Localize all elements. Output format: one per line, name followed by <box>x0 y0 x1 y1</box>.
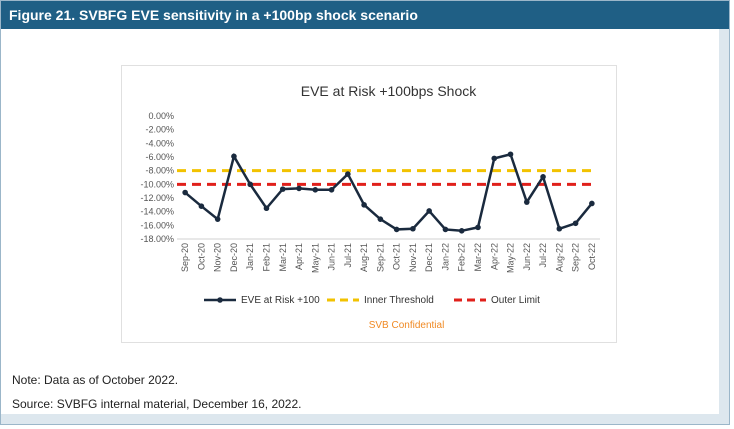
x-tick-label: Sep-21 <box>375 243 385 272</box>
eve-data-point <box>393 226 400 233</box>
eve-data-point <box>198 203 205 209</box>
y-tick-label: -16.00% <box>140 220 174 230</box>
eve-data-point <box>377 216 384 222</box>
eve-data-point <box>589 200 595 207</box>
y-tick-label: -8.00% <box>145 166 174 176</box>
y-tick-label: -14.00% <box>140 207 174 217</box>
legend-outer-label: Outer Limit <box>491 295 540 306</box>
x-tick-label: Oct-20 <box>196 243 206 270</box>
eve-data-point <box>263 205 270 212</box>
x-tick-label: May-21 <box>310 243 320 273</box>
x-tick-label: Oct-22 <box>587 243 597 270</box>
eve-series-line <box>184 152 593 233</box>
x-tick-label: Jun-21 <box>327 243 337 271</box>
y-tick-label: -12.00% <box>140 193 174 203</box>
x-tick-label: Apr-21 <box>294 243 304 270</box>
x-tick-label: Sep-22 <box>571 243 581 272</box>
x-tick-label: Jul-21 <box>343 243 353 268</box>
x-tick-label: May-22 <box>506 243 516 273</box>
legend-eve-marker <box>217 297 223 303</box>
x-tick-label: Jul-22 <box>538 243 548 268</box>
eve-line-chart: EVE at Risk +100bps Shock 0.00% -2.00% -4.0… <box>140 83 600 331</box>
bottom-border-shade <box>1 414 729 424</box>
confidential-label: SVB Confidential <box>369 320 445 331</box>
eve-data-point <box>231 153 237 160</box>
eve-data-point <box>296 185 302 192</box>
eve-data-point <box>214 216 221 222</box>
y-tick-label: -10.00% <box>140 179 174 189</box>
x-tick-label: Nov-21 <box>408 243 418 272</box>
chart-container: EVE at Risk +100bps Shock 0.00% -2.00% -4.0… <box>121 65 617 343</box>
x-tick-label: Jun-22 <box>522 243 532 271</box>
x-tick-label: Aug-22 <box>554 243 564 272</box>
eve-data-point <box>556 225 563 232</box>
x-tick-label: Sep-20 <box>180 243 190 272</box>
eve-data-point <box>247 181 254 188</box>
eve-data-point <box>328 187 335 193</box>
x-tick-label: Apr-22 <box>489 243 499 270</box>
x-tick-label: Feb-22 <box>457 243 467 272</box>
x-tick-label: Dec-21 <box>424 243 434 272</box>
eve-data-point <box>458 228 465 234</box>
y-tick-label: -4.00% <box>145 138 174 148</box>
y-tick-label: -18.00% <box>140 234 174 244</box>
figure-title: Figure 21. SVBFG EVE sensitivity in a +1… <box>1 1 729 29</box>
source-note: Source: SVBFG internal material, Decembe… <box>12 397 302 411</box>
x-tick-label: Feb-21 <box>261 243 271 272</box>
eve-data-point <box>345 171 351 177</box>
legend-inner-label: Inner Threshold <box>364 295 434 306</box>
eve-data-point <box>312 187 319 193</box>
eve-data-point <box>410 225 416 232</box>
y-tick-label: -2.00% <box>145 125 174 135</box>
x-tick-label: Mar-21 <box>278 243 288 272</box>
eve-data-point <box>279 186 286 192</box>
eve-data-point <box>507 151 514 158</box>
x-tick-label: Nov-20 <box>213 243 223 272</box>
x-tick-label: Jan-22 <box>440 243 450 271</box>
eve-data-point <box>442 226 449 233</box>
eve-data-point <box>475 224 481 231</box>
x-tick-label: Dec-20 <box>229 243 239 272</box>
y-tick-label: 0.00% <box>148 111 174 121</box>
data-note: Note: Data as of October 2022. <box>12 373 179 387</box>
eve-data-point <box>540 174 546 180</box>
x-tick-label: Mar-22 <box>473 243 483 272</box>
eve-data-point <box>182 189 188 196</box>
eve-data-point <box>523 199 530 205</box>
x-tick-label: Jan-21 <box>245 243 255 271</box>
eve-data-point <box>361 202 367 208</box>
eve-data-point <box>491 155 498 162</box>
y-tick-label: -6.00% <box>145 152 174 162</box>
x-tick-label: Oct-21 <box>392 243 402 270</box>
chart-title: EVE at Risk +100bps Shock <box>301 83 477 99</box>
eve-data-point <box>572 220 579 227</box>
right-border-shade <box>719 29 729 424</box>
legend-eve-label: EVE at Risk +100 <box>241 295 320 306</box>
x-tick-label: Aug-21 <box>359 243 369 272</box>
eve-data-point <box>426 208 432 214</box>
